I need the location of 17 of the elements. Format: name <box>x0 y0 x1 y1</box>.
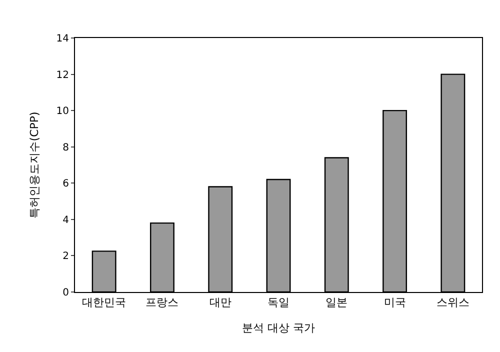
y-tick-label: 0 <box>62 288 69 298</box>
y-tick-label: 4 <box>62 214 69 226</box>
y-tick-label: 10 <box>56 106 69 118</box>
y-axis-title: 특허인용도지수(CPP) <box>28 112 41 218</box>
x-tick-label: 스위스 <box>436 296 470 310</box>
y-tick-label: 2 <box>62 251 69 262</box>
y-tick-label: 6 <box>62 178 69 190</box>
x-tick-label: 일본 <box>326 296 348 310</box>
x-tick-label: 미국 <box>384 296 406 310</box>
x-tick-label: 프랑스 <box>146 296 179 310</box>
y-tick-label: 12 <box>56 70 69 81</box>
x-tick-label: 대한민국 <box>82 296 126 310</box>
x-axis-title: 분석 대상 국가 <box>242 321 315 334</box>
x-tick-label: 독일 <box>268 296 290 310</box>
y-tick-label: 14 <box>56 34 69 44</box>
x-tick-label: 대만 <box>209 296 232 310</box>
y-tick-label: 8 <box>62 142 69 154</box>
